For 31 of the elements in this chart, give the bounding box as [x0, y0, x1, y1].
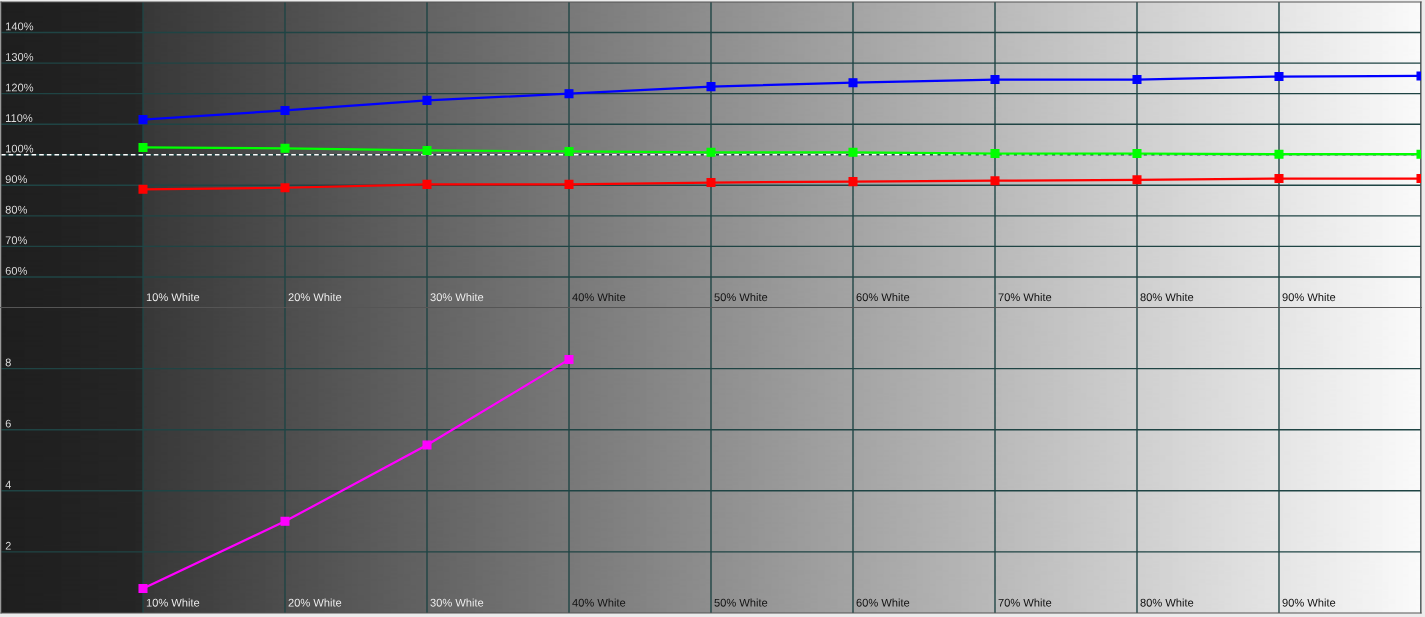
- x-tick-label: 90% White: [1282, 598, 1336, 607]
- y-tick-label: 60%: [5, 266, 28, 275]
- y-tick-label: 8: [5, 358, 11, 367]
- x-tick-label: 10% White: [146, 292, 200, 302]
- y-tick-label: 110%: [6, 114, 33, 122]
- x-tick-label: 20% White: [288, 598, 342, 607]
- y-tick-label: 70%: [5, 236, 28, 245]
- y-tick-label: 130%: [6, 53, 34, 61]
- y-tick-label: 80%: [5, 205, 28, 214]
- x-tick-label: 20% White: [288, 292, 342, 302]
- x-tick-label: 80% White: [1140, 292, 1194, 302]
- x-tick-label: 40% White: [572, 292, 626, 302]
- y-tick-label: 100%: [6, 144, 34, 153]
- y-tick-label: 4: [5, 480, 12, 489]
- x-tick-label: 10% White: [146, 598, 200, 607]
- x-tick-label: 80% White: [1140, 598, 1194, 607]
- x-tick-label: 90% White: [1282, 292, 1336, 302]
- x-tick-label: 30% White: [430, 598, 484, 607]
- x-tick-label: 30% White: [430, 292, 484, 302]
- x-tick-label: 50% White: [714, 598, 768, 607]
- y-tick-label: 6: [5, 419, 11, 428]
- x-tick-label: 60% White: [856, 292, 910, 302]
- y-tick-label: 2: [5, 541, 11, 550]
- y-tick-label: 140%: [6, 22, 34, 31]
- x-tick-label: 50% White: [714, 292, 768, 302]
- y-tick-label: 120%: [6, 83, 34, 92]
- x-tick-label: 40% White: [572, 598, 626, 607]
- x-tick-label: 70% White: [998, 292, 1052, 302]
- x-tick-label: 70% White: [998, 598, 1052, 607]
- y-tick-label: 90%: [5, 175, 28, 184]
- x-tick-label: 60% White: [856, 598, 910, 607]
